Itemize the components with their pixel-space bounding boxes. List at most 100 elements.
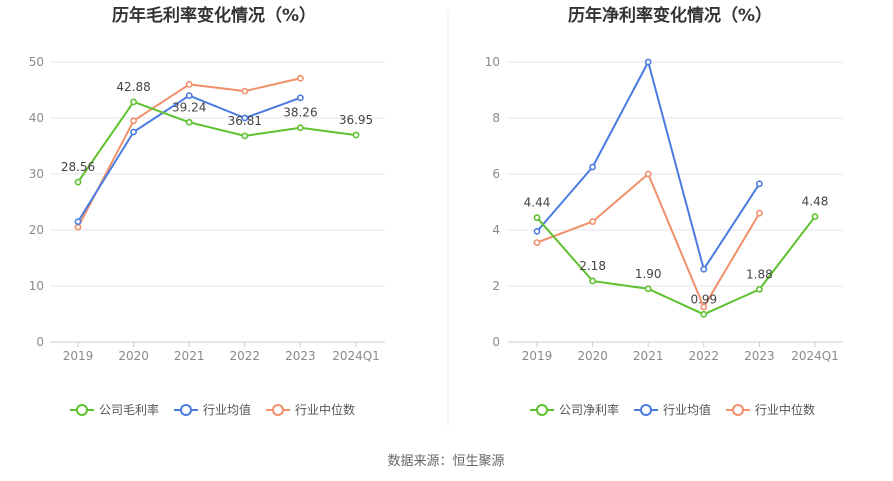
gross-legend-swatch-marker: [76, 404, 88, 416]
net-legend-swatch-marker: [640, 404, 652, 416]
net-series-line-industry_avg: [536, 61, 761, 271]
net-point-company[interactable]: [756, 285, 763, 293]
net-margin-x-axis: 2019 2020 2021 2022 2023 2024Q1: [508, 341, 843, 363]
net-margin-y-axis: 0 2 4 6 8 10: [485, 55, 500, 349]
gross-margin-data-labels: 28.56 42.88 39.24 36.81 38.26 36.95: [61, 80, 373, 174]
net-point-company[interactable]: [589, 277, 596, 285]
net-margin-grid: [508, 61, 843, 287]
net-point-industry_median[interactable]: [756, 209, 763, 217]
gross-point-industry_median[interactable]: [74, 223, 82, 231]
net-point-industry_avg[interactable]: [533, 227, 541, 235]
gross-point-industry_median[interactable]: [296, 74, 304, 82]
net-legend-swatch-marker: [536, 404, 548, 416]
gross-point-industry_avg[interactable]: [74, 218, 82, 225]
gross-legend-item-company[interactable]: 公司毛利率: [70, 402, 159, 417]
gross-y-tick: 40: [29, 111, 44, 125]
net-margin-series: [533, 58, 819, 318]
gross-point-industry_avg[interactable]: [296, 94, 304, 102]
net-point-industry_median[interactable]: [533, 239, 541, 246]
net-point-company[interactable]: [644, 285, 652, 293]
gross-series-line-industry_avg: [77, 94, 301, 223]
gross-point-company[interactable]: [296, 124, 304, 132]
net-point-company[interactable]: [533, 214, 541, 222]
gross-y-tick: 50: [29, 55, 44, 69]
gross-margin-title: 历年毛利率变化情况（%）: [112, 5, 316, 26]
net-y-tick: 2: [492, 279, 500, 293]
data-source: 数据来源：恒生聚源: [387, 454, 504, 469]
gross-y-tick: 0: [36, 335, 44, 349]
net-data-label: 0.99: [690, 292, 717, 306]
gross-data-label: 39.24: [172, 100, 206, 114]
gross-point-company[interactable]: [130, 98, 137, 106]
net-point-industry_median[interactable]: [700, 303, 708, 311]
gross-legend-swatch-marker: [180, 404, 192, 416]
net-margin-data-labels: 4.44 2.18 1.90 0.99 1.88 4.48: [524, 195, 829, 307]
gross-point-industry_avg[interactable]: [185, 92, 193, 99]
gross-point-company[interactable]: [185, 118, 193, 126]
gross-legend-swatch-marker: [272, 404, 284, 416]
gross-series-line-company: [77, 100, 357, 183]
gross-x-tick: 2019: [63, 349, 94, 363]
gross-data-label: 28.56: [61, 160, 95, 174]
gross-x-tick: 2022: [230, 349, 261, 363]
net-x-tick: 2021: [633, 349, 664, 363]
gross-legend-label: 公司毛利率: [99, 402, 159, 417]
gross-data-label: 38.26: [283, 106, 317, 120]
gross-x-tick: 2023: [285, 349, 316, 363]
net-point-industry_median[interactable]: [644, 170, 652, 178]
net-legend-item-industry_median[interactable]: 行业中位数: [726, 402, 815, 417]
gross-margin-chart: 历年毛利率变化情况（%） 0 10 20 30 40 50 2019 2020 2021 202…: [29, 5, 385, 417]
net-point-industry_avg[interactable]: [589, 163, 596, 171]
gross-data-label: 36.81: [228, 114, 262, 128]
net-margin-title: 历年净利率变化情况（%）: [568, 5, 772, 26]
net-x-tick: 2020: [577, 349, 608, 363]
net-margin-legend[interactable]: 公司净利率 行业均值 行业中位数: [530, 402, 815, 417]
net-point-industry_avg[interactable]: [644, 58, 652, 66]
net-legend-label: 行业中位数: [755, 402, 815, 417]
net-series-line-company: [536, 215, 816, 316]
gross-y-tick: 20: [29, 223, 44, 237]
net-point-industry_avg[interactable]: [700, 265, 708, 273]
gross-data-label: 42.88: [116, 80, 150, 94]
gross-point-industry_avg[interactable]: [241, 114, 249, 122]
net-point-company[interactable]: [811, 213, 819, 220]
net-y-tick: 4: [492, 223, 500, 237]
gross-point-industry_avg[interactable]: [130, 128, 137, 136]
net-y-tick: 0: [492, 335, 500, 349]
net-legend-item-industry_avg[interactable]: 行业均值: [634, 402, 711, 417]
net-point-industry_median[interactable]: [589, 218, 596, 225]
net-point-industry_avg[interactable]: [756, 180, 763, 188]
net-y-tick: 10: [485, 55, 500, 69]
net-x-tick: 2024Q1: [791, 349, 839, 363]
net-legend-swatch-marker: [732, 404, 744, 416]
gross-point-industry_median[interactable]: [241, 87, 249, 95]
net-legend-label: 行业均值: [663, 402, 711, 417]
gross-legend-label: 行业中位数: [295, 402, 355, 417]
gross-legend-item-industry_avg[interactable]: 行业均值: [174, 402, 251, 417]
net-data-label: 4.44: [524, 196, 551, 210]
gross-point-industry_median[interactable]: [130, 117, 137, 125]
gross-data-label: 36.95: [339, 113, 373, 127]
net-data-label: 1.90: [635, 267, 662, 281]
net-y-tick: 8: [492, 111, 500, 125]
gross-x-tick: 2020: [118, 349, 149, 363]
net-data-label: 2.18: [579, 259, 606, 273]
net-margin-chart: 历年净利率变化情况（%） 0 2 4 6 8 10 2019 2020 2021 2022 202…: [485, 5, 843, 417]
net-legend-item-company[interactable]: 公司净利率: [530, 402, 619, 417]
gross-point-industry_median[interactable]: [185, 81, 193, 88]
net-x-tick: 2019: [522, 349, 553, 363]
net-point-company[interactable]: [700, 310, 708, 318]
net-legend-label: 公司净利率: [559, 402, 619, 417]
gross-legend-item-industry_median[interactable]: 行业中位数: [266, 402, 355, 417]
gross-margin-y-axis: 0 10 20 30 40 50: [29, 55, 44, 349]
gross-point-company[interactable]: [241, 132, 249, 140]
gross-point-company[interactable]: [352, 131, 360, 139]
net-data-label: 1.88: [746, 267, 773, 281]
gross-margin-legend[interactable]: 公司毛利率 行业均值 行业中位数: [70, 402, 355, 417]
gross-margin-grid: [50, 61, 385, 287]
gross-y-tick: 10: [29, 279, 44, 293]
net-x-tick: 2023: [744, 349, 775, 363]
gross-point-company[interactable]: [74, 178, 82, 186]
gross-margin-x-axis: 2019 2020 2021 2022 2023 2024Q1: [50, 341, 385, 363]
